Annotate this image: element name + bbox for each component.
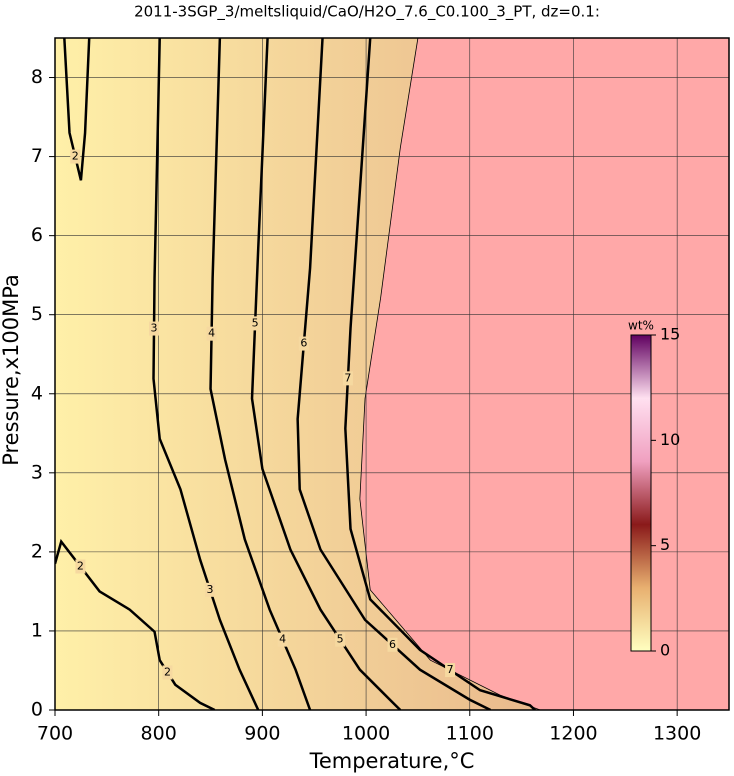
contour-line — [152, 38, 260, 710]
x-axis-label: Temperature,°C — [309, 749, 475, 773]
y-tick-label: 8 — [31, 66, 43, 88]
contour-label-bg — [149, 321, 160, 336]
y-tick-label: 0 — [31, 699, 43, 721]
contour-label-bg — [75, 559, 86, 574]
contour-label-bg — [387, 637, 398, 652]
x-tick-label: 1000 — [342, 723, 390, 745]
y-tick-label: 3 — [31, 461, 43, 483]
x-tick-label: 800 — [141, 723, 177, 745]
y-axis-label: Pressure,x100MPa — [0, 274, 23, 466]
x-tick-label: 900 — [244, 723, 280, 745]
contour-label: 7 — [344, 371, 351, 384]
x-tick-label: 1200 — [549, 723, 597, 745]
contour-label-bg — [206, 326, 217, 341]
contour-label-bg — [205, 582, 216, 597]
colorbar-tick-label: 10 — [660, 430, 680, 449]
melt-region — [55, 38, 541, 710]
contour-line — [296, 38, 492, 710]
x-tick-label: 1100 — [446, 723, 494, 745]
contour-label-bg — [277, 632, 288, 647]
contour-line — [63, 38, 91, 181]
contour-label-bg — [335, 632, 346, 647]
contour-label: 5 — [252, 316, 259, 329]
contour-line — [250, 38, 402, 710]
contour-label-bg — [250, 316, 261, 331]
contour-label: 3 — [151, 322, 158, 335]
colorbar-tick-label: 0 — [660, 641, 670, 660]
contour-label: 5 — [337, 633, 344, 646]
colorbar — [630, 334, 652, 652]
contour-label: 7 — [447, 663, 454, 676]
y-tick-label: 1 — [31, 619, 43, 641]
y-tick-label: 6 — [31, 224, 43, 246]
contour-label: 2 — [164, 665, 171, 678]
chart-title: 2011-3SGP_3/meltsliquid/CaO/H2O_7.6_C0.1… — [134, 3, 600, 22]
colorbar-label: wt% — [628, 319, 654, 333]
contour-label: 6 — [389, 638, 396, 651]
contour-label: 4 — [279, 633, 286, 646]
contour-label: 2 — [72, 150, 79, 163]
contour-label-bg — [445, 663, 456, 678]
x-tick-label: 1300 — [653, 723, 701, 745]
contour-line — [344, 38, 536, 710]
y-tick-label: 7 — [31, 145, 43, 167]
contour-line — [55, 538, 216, 710]
colorbar-tick-label: 5 — [660, 535, 670, 554]
y-tick-label: 5 — [31, 303, 43, 325]
contour-label: 4 — [208, 327, 215, 340]
plot-frame — [54, 37, 730, 711]
contour-label-bg — [298, 336, 309, 351]
contour-label: 2 — [77, 560, 84, 573]
contour-label: 6 — [300, 337, 307, 350]
contour-label-bg — [70, 149, 81, 164]
x-tick-label: 700 — [37, 723, 73, 745]
colorbar-tick-label: 15 — [660, 325, 680, 344]
contour-line — [209, 38, 312, 710]
contour-label: 3 — [207, 583, 214, 596]
liquidus-boundary — [359, 37, 541, 711]
contour-label-bg — [162, 665, 173, 680]
y-tick-label: 2 — [31, 540, 43, 562]
y-tick-label: 4 — [31, 382, 43, 404]
contour-label-bg — [342, 371, 353, 386]
